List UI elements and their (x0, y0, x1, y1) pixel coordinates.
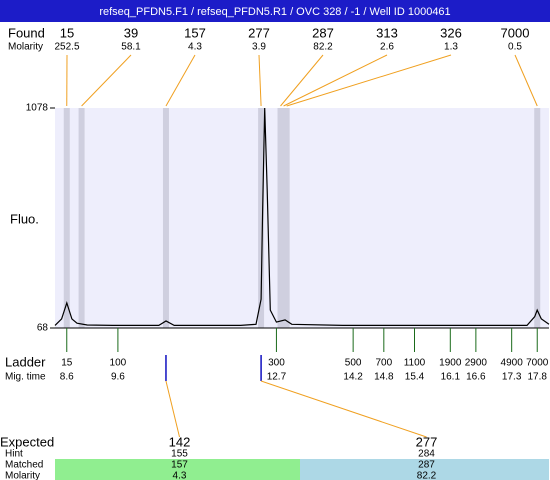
ladder-size: 300 (268, 358, 285, 369)
matched-bar (55, 459, 300, 480)
found-molarity: 3.9 (252, 42, 266, 53)
found-size: 313 (376, 25, 398, 40)
matched-molarity: 82.2 (417, 471, 437, 480)
expected-size: 277 (416, 434, 438, 449)
peak-band (280, 108, 287, 328)
ladder-size: 100 (110, 358, 127, 369)
peak-band (534, 108, 541, 328)
ladder-size: 4900 (501, 358, 524, 369)
found-connector (258, 54, 262, 107)
ladder-size: 1900 (439, 358, 462, 369)
molarity-label: Molarity (8, 42, 43, 53)
y-tick-label: 1078 (26, 103, 49, 114)
ladder-size: 2900 (465, 358, 488, 369)
plot-area (55, 108, 549, 328)
ladder-mig-time: 15.4 (405, 372, 425, 383)
found-connector (280, 54, 324, 107)
hint-label: Hint (5, 449, 23, 460)
ladder-size: 1100 (404, 358, 426, 369)
found-size: 287 (312, 25, 334, 40)
matched-size: 157 (171, 460, 188, 471)
ladder-mig-time: 14.8 (374, 372, 394, 383)
found-molarity: 4.3 (188, 42, 202, 53)
peak-band (258, 108, 265, 328)
ladder-mig-time: 16.6 (466, 372, 486, 383)
ladder-mig-time: 8.6 (60, 372, 74, 383)
ladder-mig-time: 16.1 (441, 372, 461, 383)
ladder-size: 15 (61, 358, 73, 369)
found-molarity: 252.5 (54, 42, 79, 53)
ladder-label: Ladder (5, 354, 46, 369)
found-molarity: 2.6 (380, 42, 394, 53)
matched-label: Matched (5, 460, 43, 471)
peak-band (63, 108, 70, 328)
found-size: 15 (60, 25, 74, 40)
ladder-size: 500 (345, 358, 362, 369)
hint-size: 155 (171, 449, 188, 460)
expected-label: Expected (0, 434, 54, 449)
y-axis-label: Fluo. (10, 211, 39, 226)
title-bar (0, 0, 550, 22)
hint-size: 284 (418, 449, 435, 460)
found-connector (286, 54, 452, 107)
expected-connector (260, 380, 427, 438)
found-size: 7000 (501, 25, 530, 40)
mig-time-label: Mig. time (5, 372, 46, 383)
title: refseq_PFDN5.F1 / refseq_PFDN5.R1 / OVC … (99, 6, 450, 18)
found-size: 157 (184, 25, 206, 40)
peak-band (78, 108, 85, 328)
ladder-size: 700 (375, 358, 392, 369)
molarity-row-label: Molarity (5, 471, 40, 480)
ladder-mig-time: 12.7 (267, 372, 287, 383)
found-connector (514, 54, 538, 107)
found-molarity: 58.1 (121, 42, 141, 53)
ladder-mig-time: 14.2 (343, 372, 363, 383)
matched-molarity: 4.3 (173, 471, 187, 480)
ladder-mig-time: 9.6 (111, 372, 125, 383)
found-connector (81, 54, 132, 107)
found-molarity: 0.5 (508, 42, 522, 53)
ladder-mig-time: 17.8 (528, 372, 548, 383)
expected-size: 142 (169, 434, 191, 449)
found-molarity: 1.3 (444, 42, 458, 53)
trace (54, 107, 550, 326)
found-size: 277 (248, 25, 270, 40)
matched-size: 287 (418, 460, 435, 471)
expected-connector (165, 380, 180, 438)
y-tick-label: 68 (37, 323, 49, 334)
ladder-mig-time: 17.3 (502, 372, 522, 383)
matched-bar (300, 459, 549, 480)
found-connector (283, 54, 388, 107)
found-label: Found (8, 25, 45, 40)
found-molarity: 82.2 (313, 42, 333, 53)
ladder-size: 7000 (526, 358, 549, 369)
found-size: 39 (124, 25, 138, 40)
found-connector (165, 54, 196, 107)
peak-band (277, 108, 284, 328)
peak-band (162, 108, 169, 328)
peak-band (283, 108, 290, 328)
found-size: 326 (440, 25, 462, 40)
